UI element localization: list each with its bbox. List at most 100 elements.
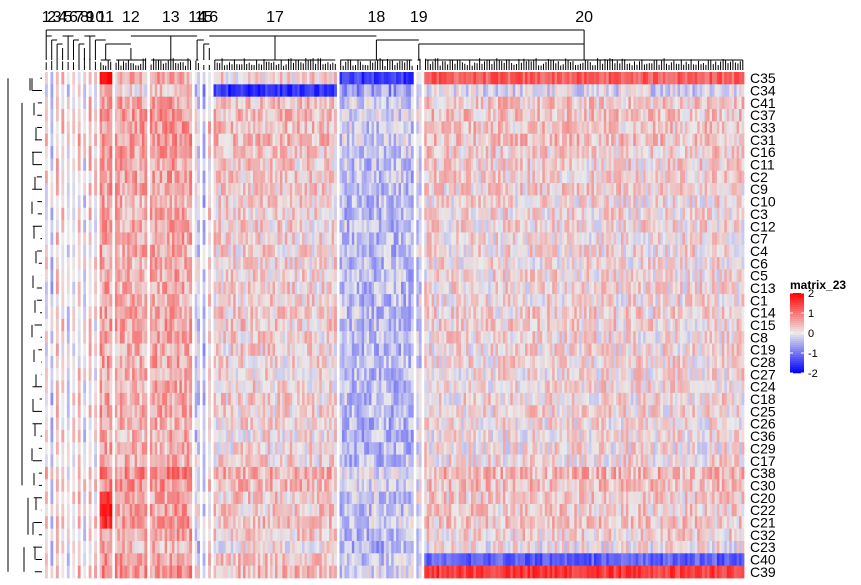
heatmap-cell xyxy=(436,281,440,295)
heatmap-cell xyxy=(443,146,447,159)
heatmap-cell xyxy=(434,207,437,221)
heatmap-cell xyxy=(510,220,514,233)
heatmap-cell xyxy=(493,195,496,209)
heatmap-cell xyxy=(262,281,266,295)
heatmap-cell xyxy=(561,133,565,147)
heatmap-cell xyxy=(139,96,143,110)
heatmap-cell xyxy=(625,269,629,283)
heatmap-cell xyxy=(638,281,642,295)
heatmap-cell xyxy=(539,269,543,283)
heatmap-cell xyxy=(109,96,113,110)
heatmap-cell xyxy=(252,109,256,122)
heatmap-cell xyxy=(485,207,489,221)
heatmap-cell xyxy=(549,269,553,283)
heatmap-cell xyxy=(94,294,97,307)
heatmap-cell xyxy=(729,183,733,196)
heatmap-cell xyxy=(630,269,634,283)
heatmap-cell xyxy=(734,133,738,147)
heatmap-cell xyxy=(235,220,239,233)
heatmap-cell xyxy=(361,294,365,307)
heatmap-cell xyxy=(726,170,730,184)
heatmap-cell xyxy=(606,232,610,246)
heatmap-cell xyxy=(154,244,158,258)
heatmap-cell xyxy=(566,170,570,184)
heatmap-cell xyxy=(729,220,733,233)
heatmap-cell xyxy=(655,121,659,135)
heatmap-cell xyxy=(645,146,649,159)
heatmap-cell xyxy=(289,72,293,85)
heatmap-cell xyxy=(687,121,691,135)
heatmap-cell xyxy=(613,257,617,270)
heatmap-cell xyxy=(292,244,296,258)
heatmap-cell xyxy=(255,207,259,221)
heatmap-cell xyxy=(456,133,460,147)
heatmap-cell xyxy=(189,220,193,233)
heatmap-cell xyxy=(398,257,402,270)
heatmap-cell xyxy=(208,257,211,270)
heatmap-cell xyxy=(648,133,651,147)
heatmap-cell xyxy=(132,232,135,246)
heatmap-cell xyxy=(470,133,474,147)
heatmap-cell xyxy=(505,84,509,98)
heatmap-cell xyxy=(576,232,580,246)
heatmap-cell xyxy=(478,269,482,283)
heatmap-cell xyxy=(510,281,514,295)
heatmap-cell xyxy=(218,220,222,233)
heatmap-cell xyxy=(341,146,345,159)
heatmap-cell xyxy=(611,170,615,184)
heatmap-cell xyxy=(564,170,568,184)
heatmap-cell xyxy=(154,281,158,295)
heatmap-cell xyxy=(650,294,654,307)
heatmap-cell xyxy=(456,158,460,172)
heatmap-cell xyxy=(109,257,113,270)
heatmap-cell xyxy=(512,207,516,221)
heatmap-cell xyxy=(186,121,190,135)
heatmap-cell xyxy=(139,109,143,122)
heatmap-cell xyxy=(282,294,286,307)
heatmap-cell xyxy=(307,183,310,196)
heatmap-cell xyxy=(557,244,560,258)
heatmap-cell xyxy=(371,244,375,258)
heatmap-cell xyxy=(154,84,158,98)
heatmap-cell xyxy=(265,133,269,147)
heatmap-cell xyxy=(351,72,355,85)
heatmap-cell xyxy=(292,294,296,307)
heatmap-cell xyxy=(45,257,48,270)
heatmap-cell xyxy=(235,207,239,221)
heatmap-cell xyxy=(119,281,123,295)
heatmap-cell xyxy=(648,158,651,172)
heatmap-cell xyxy=(502,220,506,233)
heatmap-cell xyxy=(341,121,345,135)
heatmap-cell xyxy=(349,232,353,246)
heatmap-cell xyxy=(66,72,70,85)
heatmap-cell xyxy=(122,146,126,159)
heatmap-cell xyxy=(429,84,433,98)
heatmap-cell xyxy=(542,281,546,295)
heatmap-cell xyxy=(591,146,595,159)
heatmap-cell xyxy=(576,183,580,196)
heatmap-cell xyxy=(579,269,583,283)
heatmap-cell xyxy=(228,183,232,196)
heatmap-cell xyxy=(194,244,198,258)
heatmap-cell xyxy=(169,281,173,295)
heatmap-cell xyxy=(383,294,387,307)
heatmap-cell xyxy=(260,96,264,110)
heatmap-cell xyxy=(132,220,135,233)
heatmap-cell xyxy=(655,146,659,159)
heatmap-cell xyxy=(645,109,649,122)
heatmap-cell xyxy=(45,183,48,196)
heatmap-cell xyxy=(238,133,241,147)
heatmap-cell xyxy=(373,170,377,184)
heatmap-cell xyxy=(429,170,433,184)
heatmap-cell xyxy=(55,244,59,258)
heatmap-cell xyxy=(341,170,345,184)
heatmap-cell xyxy=(197,84,201,98)
heatmap-cell xyxy=(132,109,135,122)
heatmap-cell xyxy=(149,170,153,184)
heatmap-cell xyxy=(106,84,110,98)
heatmap-cell xyxy=(416,72,420,85)
heatmap-cell xyxy=(354,121,358,135)
heatmap-cell xyxy=(716,84,720,98)
heatmap-cell xyxy=(122,281,126,295)
heatmap-cell xyxy=(181,294,185,307)
